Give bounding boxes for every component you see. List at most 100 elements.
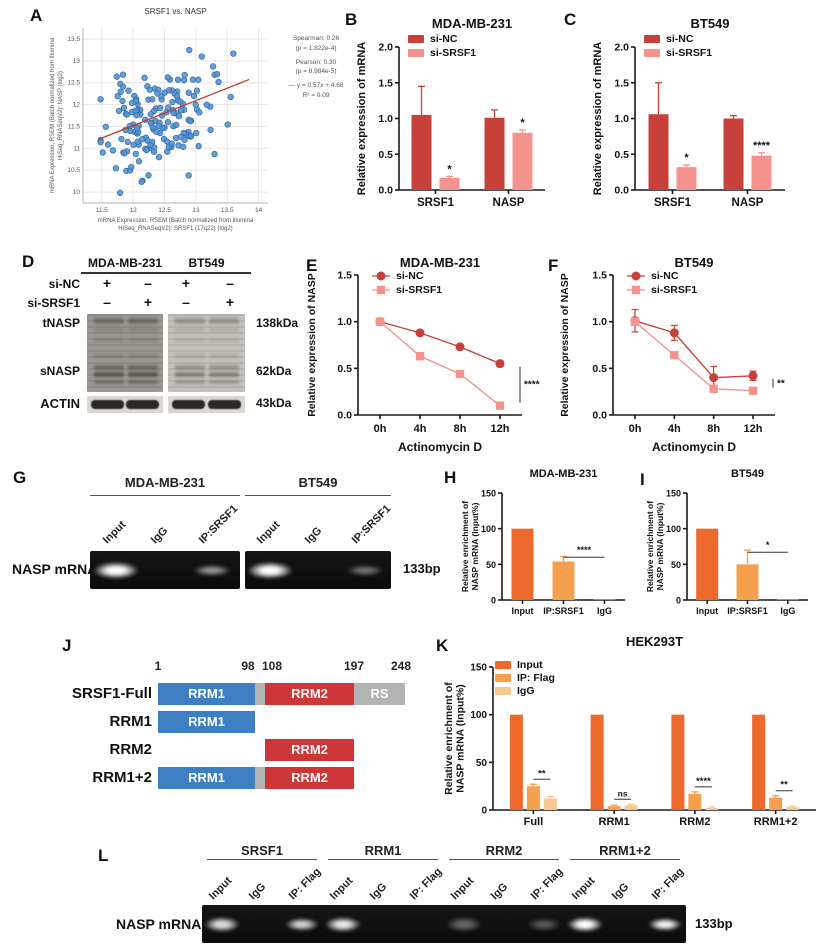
gel-group-underline [90, 495, 240, 496]
panel-label-c: C [564, 10, 577, 29]
svg-text:****: **** [524, 380, 540, 391]
svg-text:100: 100 [481, 524, 496, 534]
lane-label: Input [254, 518, 283, 547]
svg-text:*: * [520, 117, 525, 129]
svg-text:SRSF1: SRSF1 [417, 197, 455, 209]
svg-text:HiSeq_RNASeqV2): NASP (log2): HiSeq_RNASeqV2): NASP (log2) [58, 71, 64, 160]
gel-row-label: NASP mRNA [12, 561, 98, 577]
svg-text:IP:SRSF1: IP:SRSF1 [543, 606, 584, 616]
svg-text:0: 0 [491, 596, 496, 606]
svg-text:si-NC: si-NC [651, 270, 679, 282]
blot-band [209, 354, 239, 358]
lane-label: IgG [246, 880, 269, 903]
blot-band [128, 318, 158, 324]
svg-text:Relative expression of NASP: Relative expression of NASP [306, 273, 318, 417]
blot-band [209, 365, 239, 370]
rip-gel-panel: NASP mRNA 133bp MDA-MB-231 Input IgG IP:SRS… [10, 465, 458, 617]
blot-band [209, 372, 239, 377]
blot-group-header: MDA-MB-231 [87, 256, 162, 270]
bar [590, 714, 604, 810]
series-si-NC [630, 308, 758, 390]
gel-group-underline [328, 859, 438, 860]
actin-blot-image [168, 396, 245, 413]
lane-label: IgG [367, 880, 390, 903]
gel-band [346, 564, 384, 576]
svg-text:ns: ns [618, 788, 628, 798]
bar [671, 714, 685, 810]
lane-label: IgG [148, 524, 171, 547]
gel-band [93, 561, 139, 579]
svg-text:IgG: IgG [597, 606, 612, 616]
bar [543, 798, 557, 810]
svg-text:8h: 8h [707, 423, 720, 435]
svg-text:150: 150 [470, 663, 487, 674]
scatter-stats: Spearman: 0.26 (p = 1.822e-4) Pearson: 0… [272, 34, 360, 101]
blot-band [175, 318, 205, 324]
bar [411, 114, 432, 190]
svg-text:Relative expression of NASP: Relative expression of NASP [559, 273, 571, 417]
stat-r-squared: R² = 0.09 [302, 91, 330, 99]
gel-group-header: RRM2 [485, 843, 523, 858]
blot-band [209, 328, 239, 332]
svg-text:RRM1+2: RRM1+2 [754, 816, 798, 828]
bar-chart-hek293t: 0 50 100 150 HEK293T Relative enrichment of NA… [443, 634, 816, 828]
svg-text:1.0: 1.0 [337, 316, 352, 328]
svg-text:IP:SRSF1: IP:SRSF1 [727, 606, 768, 616]
svg-text:13: 13 [73, 58, 81, 65]
line-chart-mda-decay: 0.0 0.5 1.0 1.5 0h 4h 8h 12h Actinomycin D MDA-MB… [306, 255, 540, 454]
svg-text:****: **** [577, 545, 592, 555]
svg-text:150: 150 [666, 489, 681, 499]
svg-text:4h: 4h [414, 423, 427, 435]
svg-text:IgG: IgG [517, 685, 535, 697]
svg-text:1.0: 1.0 [592, 316, 607, 328]
bar [786, 807, 800, 810]
domain-scale-number: 98 [241, 659, 255, 673]
gel-size-label: 133bp [695, 916, 733, 931]
svg-text:SRSF1 vs. NASP: SRSF1 vs. NASP [144, 7, 206, 16]
treatment-row-label: si-SRSF1 [27, 296, 80, 310]
blot-band [128, 354, 158, 358]
domain-segment-linker [255, 683, 265, 705]
stat-spearman-p: (p = 1.822e-4) [295, 44, 337, 52]
svg-text:12h: 12h [744, 423, 763, 435]
svg-text:NASP mRNA (Input%): NASP mRNA (Input%) [655, 502, 665, 590]
blot-kda-label: 138kDa [256, 316, 299, 330]
gel-group-header: SRSF1 [241, 843, 283, 858]
gel-band [527, 917, 561, 931]
blot-band [128, 328, 158, 332]
svg-text:Full: Full [524, 816, 544, 828]
svg-text:10.5: 10.5 [67, 167, 80, 174]
bar [769, 797, 783, 810]
svg-text:0.5: 0.5 [592, 363, 607, 375]
svg-text:BT549: BT549 [690, 16, 729, 31]
svg-text:150: 150 [481, 489, 496, 499]
line-chart-bt549-decay: 0.0 0.5 1.0 1.5 0h 4h 8h 12h Actinomycin D BT549 R… [559, 255, 785, 454]
lane-label: Input [100, 518, 129, 547]
svg-text:si-SRSF1: si-SRSF1 [430, 47, 476, 59]
stat-pearson-p: (p = 8.984e-5) [295, 68, 337, 76]
stat-spearman: Spearman: 0.26 [292, 35, 340, 42]
blot-band [175, 338, 205, 342]
actin-band [126, 400, 159, 409]
svg-text:12: 12 [73, 102, 81, 109]
svg-text:Input: Input [696, 606, 718, 616]
svg-text:12h: 12h [491, 423, 510, 435]
bar [512, 132, 533, 190]
series-si-NC [375, 317, 505, 369]
blot-band [175, 354, 205, 358]
panel-label-g: G [13, 468, 27, 487]
svg-text:NASP mRNA (Input%): NASP mRNA (Input%) [455, 684, 467, 793]
gel-group-underline [207, 859, 317, 860]
gel-size-label: 133bp [403, 561, 441, 576]
blot-band [209, 380, 239, 384]
bar [648, 114, 669, 190]
gel-band [193, 564, 231, 576]
lane-label: IgG [488, 880, 511, 903]
svg-text:Relative expression of mRNA: Relative expression of mRNA [592, 42, 604, 195]
scatter-srsf1-vs-nasp: 11.5 12 12.5 13 13.5 14 10 10.5 11 11.5 12 12.5 13 13… [50, 7, 268, 232]
svg-text:1.0: 1.0 [378, 113, 393, 125]
domain-scale-number: 108 [261, 659, 283, 673]
bar [624, 805, 638, 810]
regression-line [98, 78, 250, 140]
svg-text:****: **** [696, 776, 711, 787]
